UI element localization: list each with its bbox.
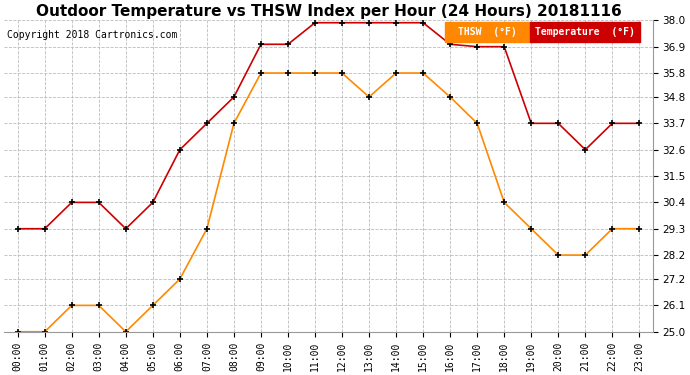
Text: Copyright 2018 Cartronics.com: Copyright 2018 Cartronics.com bbox=[8, 30, 178, 40]
Text: THSW  (°F): THSW (°F) bbox=[458, 27, 517, 37]
Title: Outdoor Temperature vs THSW Index per Hour (24 Hours) 20181116: Outdoor Temperature vs THSW Index per Ho… bbox=[36, 4, 622, 19]
FancyBboxPatch shape bbox=[445, 22, 530, 42]
Text: Temperature  (°F): Temperature (°F) bbox=[535, 27, 635, 37]
FancyBboxPatch shape bbox=[530, 22, 640, 42]
